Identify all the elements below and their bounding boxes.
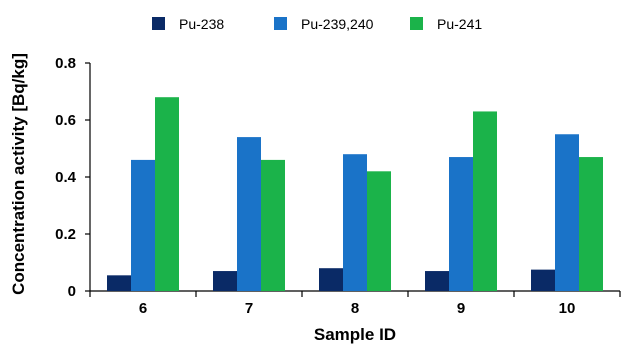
bar-pu-239-240-10 (555, 134, 579, 291)
y-axis-title: Concentration activity [Bq/kg] (9, 53, 28, 295)
bar-pu-238-9 (425, 271, 449, 291)
y-axis: 0 0.2 0.4 0.6 0.8 (55, 55, 91, 300)
legend-swatch (152, 17, 165, 30)
legend-label: Pu-241 (437, 16, 482, 32)
bar-pu-239-240-6 (131, 159, 155, 291)
x-tick-label: 8 (351, 300, 359, 317)
bar-pu-238-6 (107, 275, 131, 291)
x-tick-label: 7 (245, 300, 253, 317)
y-tick-label: 0.6 (55, 112, 76, 129)
y-tick-label: 0.2 (55, 226, 76, 243)
legend-label: Pu-239,240 (301, 16, 374, 32)
legend-swatch (410, 17, 423, 30)
bar-pu-238-10 (531, 269, 555, 291)
y-tick-label: 0.8 (55, 55, 76, 72)
y-tick-label: 0 (68, 283, 76, 300)
bar-pu-241-9 (473, 111, 497, 291)
bars (107, 97, 603, 291)
bar-pu-239-240-8 (343, 154, 367, 291)
bar-pu-241-8 (367, 171, 391, 291)
y-tick-label: 0.4 (55, 169, 77, 186)
bar-pu-241-10 (579, 157, 603, 291)
bar-pu-239-240-7 (237, 137, 261, 291)
legend-swatch (274, 17, 287, 30)
x-tick-label: 10 (559, 300, 576, 317)
x-tick-label: 6 (139, 300, 147, 317)
bar-pu-238-7 (213, 271, 237, 291)
bar-pu-238-8 (319, 268, 343, 291)
x-tick-label: 9 (457, 300, 465, 317)
legend-label: Pu-238 (179, 16, 224, 32)
x-axis: 6 7 8 9 10 (89, 290, 621, 317)
bar-pu-241-6 (155, 97, 179, 291)
x-axis-title: Sample ID (314, 325, 396, 344)
legend: Pu-238 Pu-239,240 Pu-241 (152, 16, 482, 32)
bar-pu-241-7 (261, 159, 285, 291)
bar-pu-239-240-9 (449, 157, 473, 291)
